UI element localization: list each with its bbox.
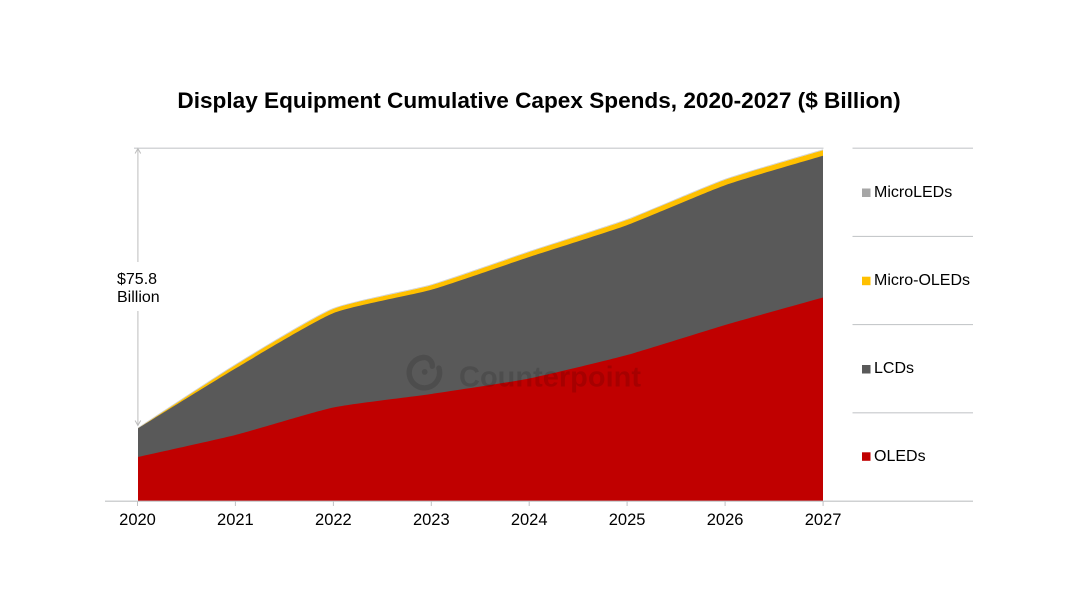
svg-text:Counterpoint: Counterpoint bbox=[459, 362, 641, 394]
